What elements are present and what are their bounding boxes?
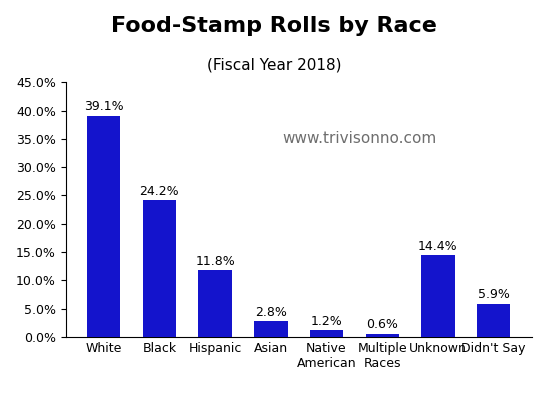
Bar [142, 200, 176, 337]
Bar [477, 304, 510, 337]
Text: Food-Stamp Rolls by Race: Food-Stamp Rolls by Race [111, 16, 437, 37]
Text: (Fiscal Year 2018): (Fiscal Year 2018) [207, 58, 341, 72]
Bar [254, 321, 288, 337]
Text: 39.1%: 39.1% [84, 100, 123, 113]
Bar [87, 115, 121, 337]
Text: 0.6%: 0.6% [366, 319, 398, 331]
Text: 5.9%: 5.9% [478, 289, 510, 301]
Bar [310, 330, 343, 337]
Text: 11.8%: 11.8% [195, 255, 235, 268]
Bar [421, 256, 455, 337]
Text: 24.2%: 24.2% [140, 185, 179, 198]
Bar [198, 270, 232, 337]
Text: www.trivisonno.com: www.trivisonno.com [282, 131, 436, 146]
Text: 1.2%: 1.2% [311, 315, 342, 328]
Text: 2.8%: 2.8% [255, 306, 287, 319]
Bar [366, 334, 399, 337]
Text: 14.4%: 14.4% [418, 240, 458, 253]
